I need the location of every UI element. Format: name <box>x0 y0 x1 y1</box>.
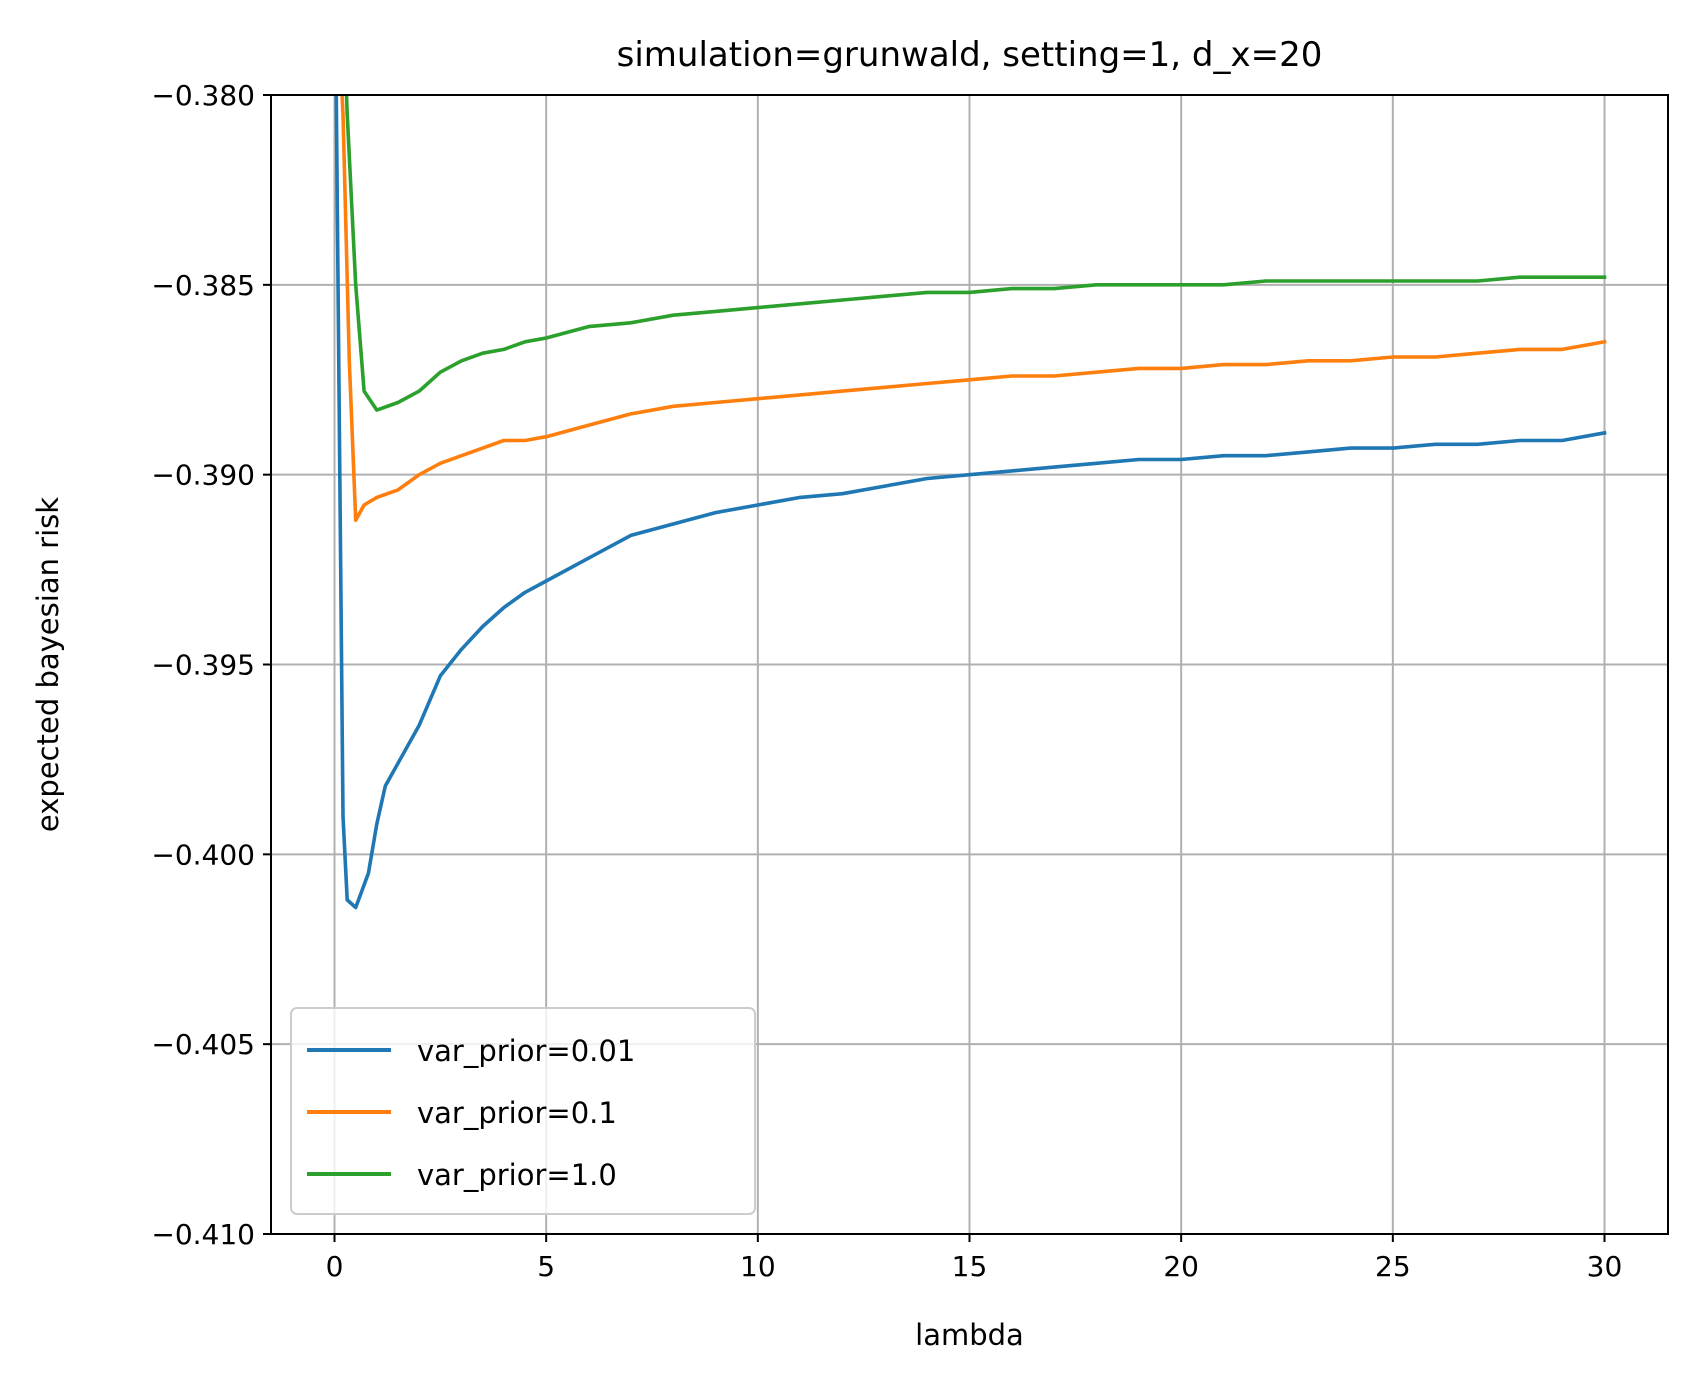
series-group <box>334 95 1607 910</box>
y-tick-label: −0.410 <box>151 1218 255 1251</box>
x-tick-label: 5 <box>537 1250 555 1283</box>
x-tick-label: 15 <box>952 1250 988 1283</box>
y-tick-label: −0.400 <box>151 838 255 871</box>
legend: var_prior=0.01 var_prior=0.1 var_prior=1.0 <box>290 1007 756 1215</box>
chart-title: simulation=grunwald, setting=1, d_x=20 <box>617 35 1323 75</box>
x-tick-label: 10 <box>740 1250 776 1283</box>
series-line-3 <box>344 95 1607 412</box>
legend-label: var_prior=0.01 <box>417 1034 635 1068</box>
series-line-2 <box>340 95 1607 523</box>
y-tick-label: −0.390 <box>151 459 255 492</box>
x-tick-label: 25 <box>1375 1250 1411 1283</box>
x-tick-label: 20 <box>1163 1250 1199 1283</box>
x-axis-label: lambda <box>915 1318 1024 1352</box>
series-line-1 <box>334 95 1607 910</box>
legend-label: var_prior=0.1 <box>417 1096 617 1130</box>
y-tick-label: −0.405 <box>151 1028 255 1061</box>
y-tick-label: −0.380 <box>151 79 255 112</box>
x-tick-label: 0 <box>326 1250 344 1283</box>
x-tick-label: 30 <box>1587 1250 1623 1283</box>
y-axis-label: expected bayesian risk <box>31 497 65 832</box>
legend-label: var_prior=1.0 <box>417 1158 617 1192</box>
y-tick-label: −0.385 <box>151 269 255 302</box>
legend-box <box>290 1007 756 1215</box>
y-axis-ticks: −0.410 −0.405 −0.400 −0.395 −0.390 −0.385 −0.3… <box>151 79 271 1251</box>
x-axis-ticks: 0 5 10 15 20 25 30 <box>326 1234 1623 1283</box>
y-tick-label: −0.395 <box>151 649 255 682</box>
